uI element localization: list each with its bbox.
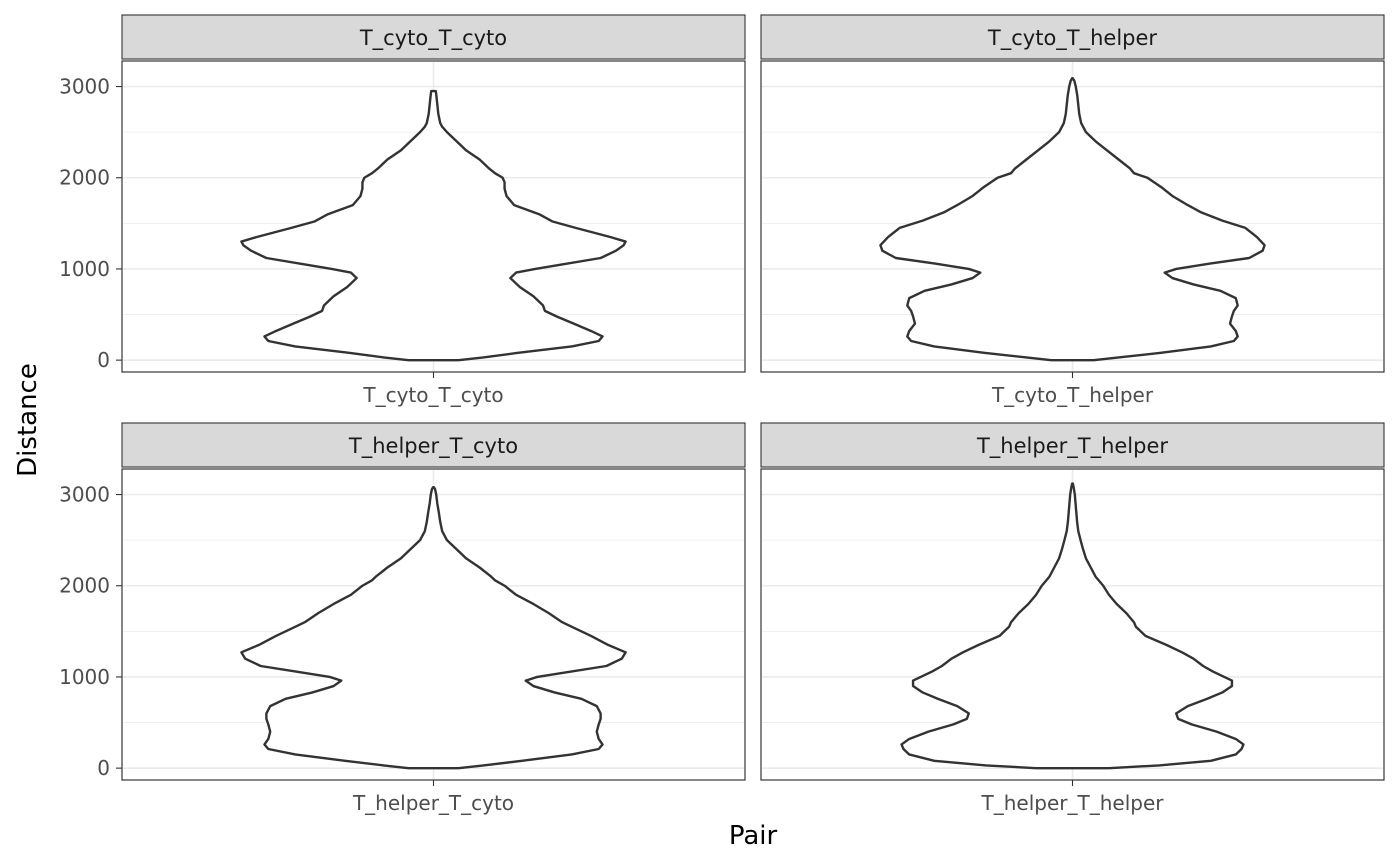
facet-strip (121, 14, 746, 60)
violin-shape (879, 77, 1266, 362)
facet-panel-3: T_helper_T_helper T_helper_T_helper (760, 422, 1385, 815)
y-axis-title: Distance (13, 363, 43, 477)
facet-strip (121, 422, 746, 468)
x-axis-title: Pair (729, 821, 778, 851)
y-tick-label: 0 (97, 348, 110, 372)
facet-strip (760, 14, 1385, 60)
facet-panel-2: T_helper_T_cyto 0 1000 2000 3000 T_helper_T_c… (59, 422, 746, 815)
y-tick-label: 2000 (59, 574, 110, 598)
x-tick-label: T_helper_T_cyto (352, 791, 514, 815)
facet-strip-label: T_helper_T_cyto (348, 434, 518, 459)
y-tick-label: 3000 (59, 483, 110, 507)
y-tick-label: 3000 (59, 75, 110, 99)
facet-strip-label: T_cyto_T_helper (987, 26, 1158, 51)
facet-panel-1: T_cyto_T_helper T_cyto_T_helper (760, 14, 1385, 407)
facet-strip-label: T_helper_T_helper (976, 434, 1168, 459)
facet-strip-label: T_cyto_T_cyto (359, 26, 507, 51)
y-tick-label: 1000 (59, 665, 110, 689)
violin-shape (900, 482, 1245, 770)
violin-shape (240, 89, 627, 362)
violin-shape (240, 486, 627, 770)
facet-panel-0: T_cyto_T_cyto 0 1000 2000 3000 T_cyto_T_cyto (59, 14, 746, 407)
y-tick-label: 0 (97, 756, 110, 780)
facet-strip (760, 422, 1385, 468)
x-tick-label: T_cyto_T_cyto (362, 383, 503, 407)
x-tick-label: T_cyto_T_helper (991, 383, 1154, 407)
y-tick-label: 1000 (59, 257, 110, 281)
y-tick-label: 2000 (59, 166, 110, 190)
x-tick-label: T_helper_T_helper (981, 791, 1165, 815)
